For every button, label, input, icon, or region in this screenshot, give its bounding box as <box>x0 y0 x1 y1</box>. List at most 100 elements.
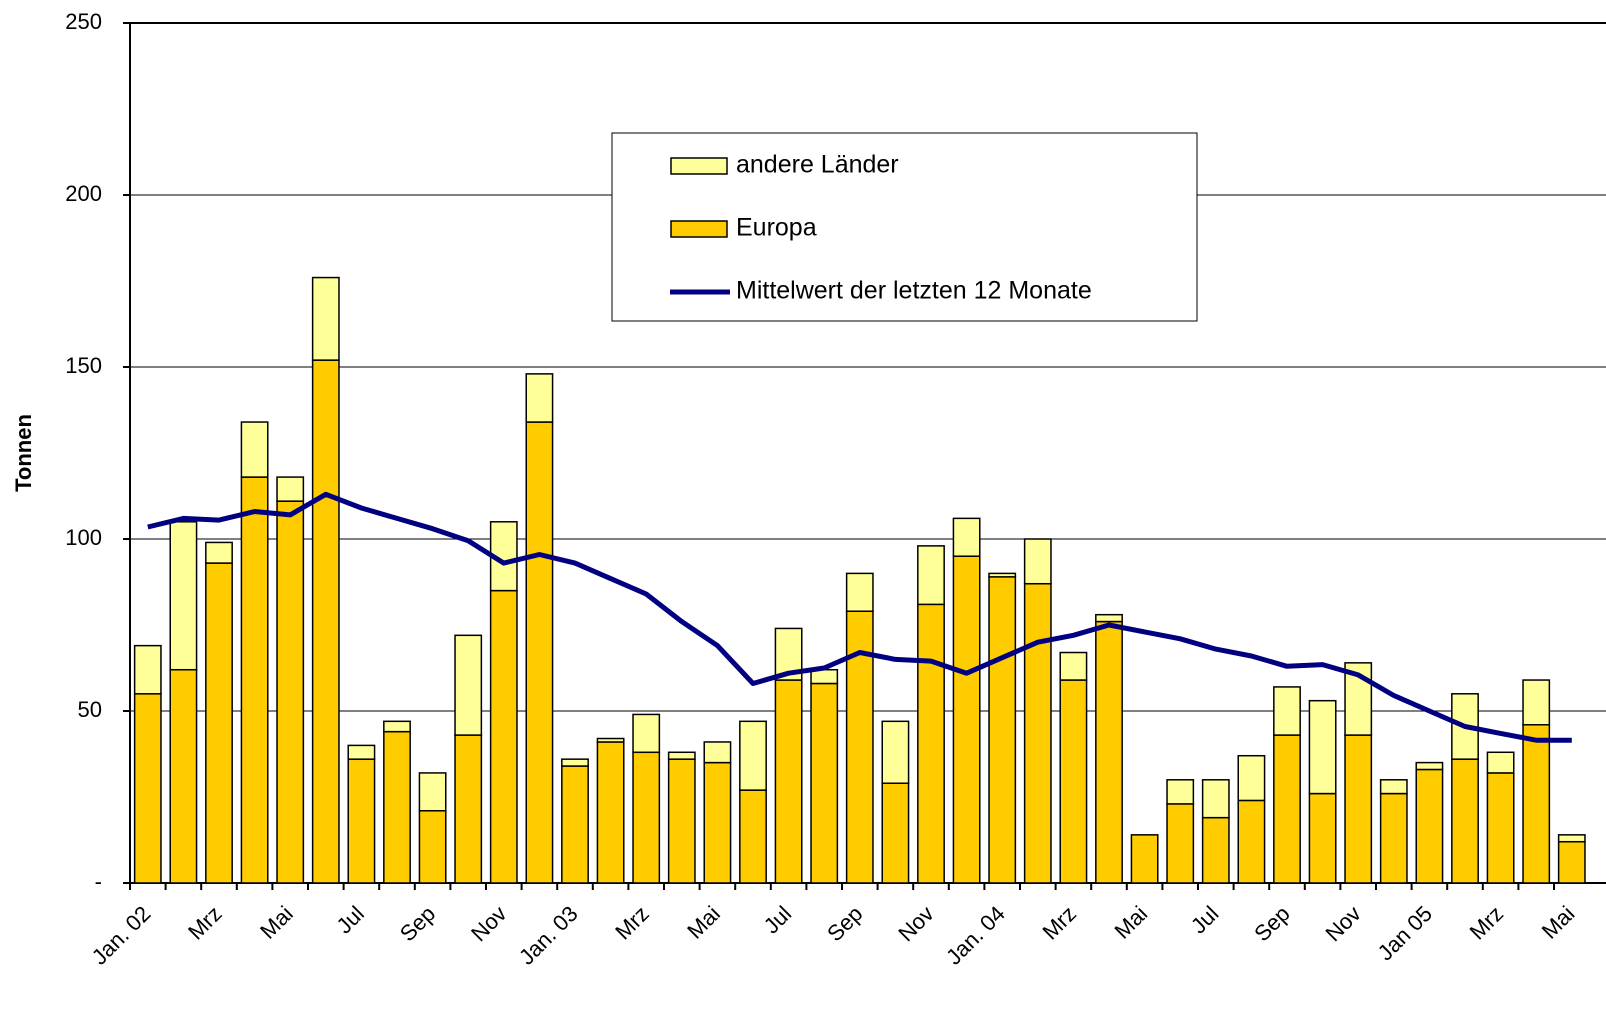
bar <box>1415 761 1444 771</box>
bar <box>1201 816 1230 884</box>
bar <box>1166 803 1195 884</box>
bar <box>525 421 554 884</box>
bar <box>1522 679 1551 726</box>
bar <box>1130 834 1159 884</box>
x-tick-label: Mrz <box>610 901 654 945</box>
bar <box>596 741 625 884</box>
bar <box>917 603 945 884</box>
bar <box>1095 620 1123 884</box>
bar <box>952 517 981 557</box>
legend-label: Mittelwert der letzten 12 Monate <box>736 277 1092 305</box>
bar <box>1237 799 1266 884</box>
x-tick-label: Mai <box>1109 901 1152 944</box>
bar <box>454 634 483 736</box>
bar <box>1095 613 1123 623</box>
bar <box>1486 772 1515 884</box>
bar <box>1379 792 1408 884</box>
bar <box>240 476 269 884</box>
bar <box>240 421 269 478</box>
x-tick-label: Mai <box>682 901 725 944</box>
bar <box>739 789 767 884</box>
bar <box>1557 840 1586 884</box>
bar <box>454 734 483 884</box>
bar <box>276 500 305 884</box>
bar <box>311 359 340 884</box>
legend-label: andere Länder <box>736 151 899 179</box>
bar <box>1451 758 1479 884</box>
bar <box>810 682 839 884</box>
x-tick-label: Jul <box>331 901 369 939</box>
bar <box>561 758 589 767</box>
bar <box>881 720 910 784</box>
bar <box>1237 754 1266 802</box>
bar <box>133 693 162 884</box>
bar <box>276 476 305 502</box>
x-tick-label: Sep <box>1249 901 1294 946</box>
x-tick-label: Jan. 03 <box>514 901 583 970</box>
bar <box>988 572 1017 578</box>
bar <box>703 761 732 884</box>
bar <box>1166 779 1195 805</box>
line-series <box>147 491 1572 743</box>
x-tick-label: Mrz <box>1465 901 1509 945</box>
x-tick-label: Jan. 04 <box>941 901 1010 970</box>
bar <box>525 373 554 423</box>
bar <box>881 782 910 884</box>
bar <box>1522 724 1551 884</box>
x-tick-label: Sep <box>395 901 440 946</box>
bar <box>632 751 661 884</box>
bar <box>347 744 376 760</box>
x-tick-label: Jan 05 <box>1373 901 1437 965</box>
bar <box>1308 699 1337 795</box>
bar <box>205 541 233 564</box>
x-tick-label: Nov <box>893 901 938 946</box>
bar <box>1415 768 1444 884</box>
bar <box>133 644 162 695</box>
x-tick-label: Jul <box>759 901 797 939</box>
y-tick-label: - <box>95 869 102 894</box>
y-tick-label: 150 <box>65 353 102 378</box>
bar <box>169 521 198 671</box>
bar <box>1308 792 1337 884</box>
bar <box>1023 538 1052 585</box>
bar <box>774 679 803 884</box>
bar <box>1059 651 1088 681</box>
bar <box>561 765 589 884</box>
y-tick-label: 250 <box>65 9 102 34</box>
bar <box>739 720 767 791</box>
bar <box>1344 734 1373 884</box>
x-tick-label: Mai <box>255 901 298 944</box>
y-tick-label: 200 <box>65 181 102 206</box>
bar <box>1273 686 1301 736</box>
x-tick-label: Nov <box>1321 901 1366 946</box>
bar <box>489 589 518 884</box>
bar <box>1557 834 1586 843</box>
x-tick-label: Jul <box>1186 901 1224 939</box>
legend: andere Länder Europa Mittelwert der letzte… <box>611 132 1198 322</box>
bar <box>418 772 447 812</box>
bar <box>205 562 233 884</box>
y-tick-label: 50 <box>78 697 102 722</box>
bar <box>1059 679 1088 884</box>
x-tick-label: Mrz <box>183 901 227 945</box>
bar <box>667 758 696 884</box>
x-tick-label: Jan. 02 <box>87 901 156 970</box>
bar <box>845 572 874 612</box>
x-tick-label: Nov <box>466 901 511 946</box>
bar <box>383 720 411 733</box>
bar <box>917 545 945 606</box>
legend-swatch <box>670 157 728 175</box>
bar <box>988 576 1017 884</box>
bar <box>418 810 447 884</box>
x-tick-label: Sep <box>822 901 867 946</box>
legend-label: Europa <box>736 214 817 242</box>
bar <box>1023 582 1052 884</box>
x-tick-label: Mai <box>1537 901 1580 944</box>
bar <box>311 276 340 361</box>
bar <box>169 668 198 884</box>
bar <box>952 555 981 884</box>
bar <box>1379 779 1408 795</box>
bar <box>383 730 411 884</box>
bar <box>1201 779 1230 819</box>
